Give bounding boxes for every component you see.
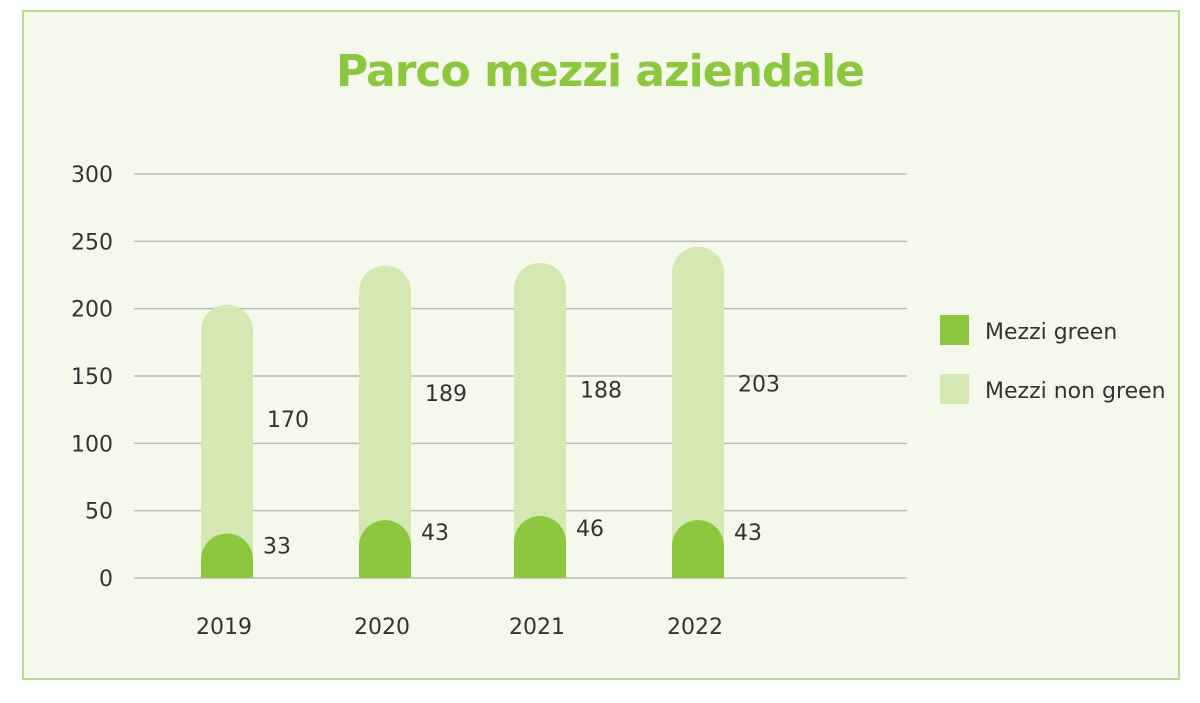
bar-mezzi-green <box>514 516 566 578</box>
data-label-green: 46 <box>576 517 604 542</box>
legend-swatch <box>940 315 969 345</box>
y-tick-label: 150 <box>71 365 113 390</box>
bars: 170 33 189 43 188 46 203 43 <box>201 246 780 578</box>
y-tick-label: 200 <box>71 298 113 323</box>
x-tick-label: 2021 <box>509 615 565 640</box>
data-label-non-green: 170 <box>267 408 309 433</box>
y-tick-label: 300 <box>71 163 113 188</box>
y-tick-label: 0 <box>99 567 113 592</box>
bar-mezzi-non-green <box>201 304 253 578</box>
bar-mezzi-non-green <box>672 246 724 578</box>
data-label-green: 43 <box>421 521 449 546</box>
bar-mezzi-green <box>672 520 724 578</box>
x-tick-label: 2019 <box>196 615 252 640</box>
data-label-non-green: 189 <box>425 382 467 407</box>
legend[interactable]: Mezzi green Mezzi non green <box>940 315 1166 404</box>
y-tick-label: 250 <box>71 230 113 255</box>
legend-label: Mezzi green <box>985 320 1117 345</box>
legend-label: Mezzi non green <box>985 379 1166 404</box>
chart-title: Parco mezzi aziendale <box>336 46 864 97</box>
legend-item[interactable]: Mezzi green <box>940 315 1117 345</box>
y-tick-label: 100 <box>71 432 113 457</box>
y-axis: 0 50 100 150 200 250 300 <box>71 163 113 592</box>
bar-mezzi-non-green <box>359 265 411 578</box>
data-label-green: 33 <box>263 535 291 560</box>
x-tick-label: 2022 <box>667 615 723 640</box>
bar-mezzi-green <box>201 533 253 578</box>
data-label-non-green: 188 <box>580 378 622 403</box>
legend-item[interactable]: Mezzi non green <box>940 374 1166 404</box>
bar-mezzi-non-green <box>514 262 566 578</box>
x-tick-label: 2020 <box>354 615 410 640</box>
data-label-non-green: 203 <box>738 372 780 397</box>
bar-mezzi-green <box>359 520 411 578</box>
data-label-green: 43 <box>734 521 762 546</box>
legend-swatch <box>940 374 969 404</box>
y-tick-label: 50 <box>85 500 113 525</box>
x-axis: 2019 2020 2021 2022 <box>196 615 723 640</box>
